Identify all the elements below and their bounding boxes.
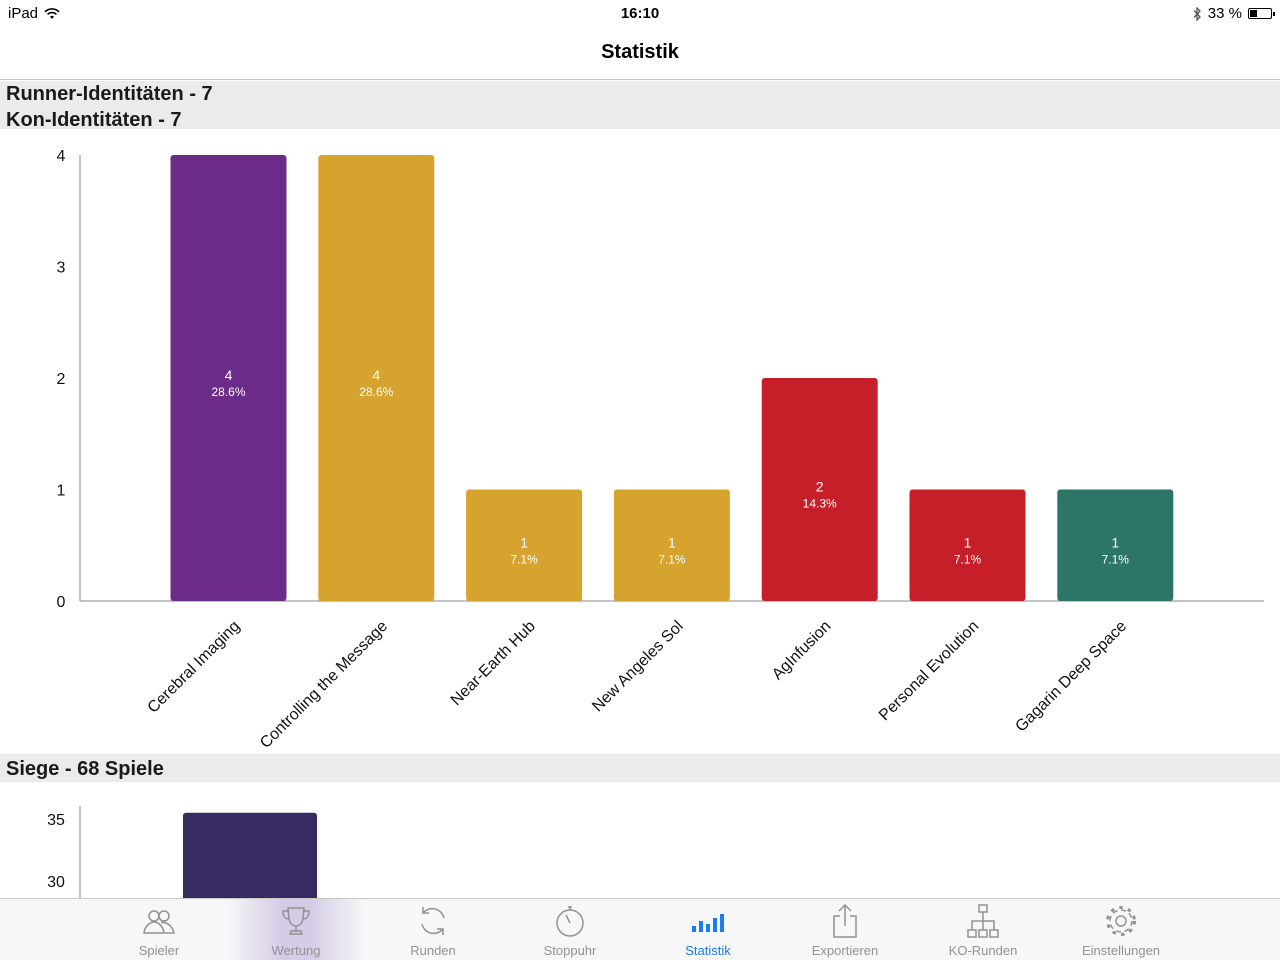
x-tick-label: Cerebral Imaging: [145, 618, 244, 717]
runner-identities-header: Runner-Identitäten - 7: [6, 83, 213, 105]
y-tick-label: 35: [47, 812, 65, 829]
bar: [761, 378, 878, 601]
bar: [183, 812, 317, 898]
tab-label: Einstellungen: [1081, 943, 1161, 958]
corp-identities-chart: 0 1 2 3 4 4 28.6% Cerebral Imaging 4 28.6% Control…: [57, 148, 1264, 752]
bar-value-label: 4: [225, 367, 233, 383]
bar: [909, 489, 1026, 601]
tab-label: Spieler: [138, 943, 180, 958]
tab-exportieren[interactable]: Exportieren: [776, 899, 914, 960]
bar-value-label: 1: [964, 534, 972, 550]
y-tick-label: 4: [57, 148, 66, 165]
tab-bar: Spieler Wertung Runden Stoppuhr: [0, 898, 1280, 960]
status-bar: iPad 16:10 33 %: [0, 0, 1280, 26]
status-right: 33 %: [1192, 5, 1275, 22]
bar-percent-label: 7.1%: [658, 552, 686, 566]
identities-header: Runner-Identitäten - 7 Kon-Identitäten -…: [0, 81, 1280, 131]
x-tick-label: New Angeles Sol: [589, 618, 687, 716]
battery-fill: [1250, 10, 1257, 17]
y-tick-label: 0: [57, 594, 66, 611]
bar-value-label: 1: [1111, 534, 1119, 550]
x-tick-label: Gagarin Deep Space: [1012, 618, 1130, 736]
tab-ko-runden[interactable]: KO-Runden: [914, 899, 1052, 960]
players-icon: [143, 910, 175, 934]
bar-percent-label: 7.1%: [954, 552, 982, 566]
bar-value-label: 4: [372, 367, 380, 383]
tab-wertung[interactable]: Wertung: [227, 899, 365, 960]
bar: [466, 489, 583, 601]
refresh-icon: [421, 907, 445, 935]
tab-label: KO-Runden: [948, 943, 1018, 958]
device-name: iPad: [8, 5, 39, 22]
stopwatch-icon: [556, 906, 584, 937]
page-title: Statistik: [601, 41, 679, 63]
wins-header-label: Siege - 68 Spiele: [6, 758, 164, 780]
bar: [1057, 489, 1174, 601]
status-time: 16:10: [620, 5, 660, 22]
wins-header: Siege - 68 Spiele: [0, 754, 1280, 782]
tab-label: Exportieren: [811, 943, 879, 958]
bar-chart-icon: [692, 914, 724, 932]
tab-statistik[interactable]: Statistik: [639, 899, 777, 960]
bar-value-label: 1: [520, 534, 528, 550]
bar: [613, 489, 730, 601]
bluetooth-icon: [1193, 6, 1201, 21]
gear-icon: [1106, 906, 1136, 936]
tab-label: Stoppuhr: [543, 943, 597, 958]
y-tick-label: 30: [47, 874, 65, 891]
tab-spieler[interactable]: Spieler: [90, 899, 228, 960]
bar-percent-label: 28.6%: [211, 385, 245, 399]
battery-icon: [1248, 8, 1275, 19]
y-tick-label: 2: [57, 371, 66, 388]
tab-label: Runden: [410, 943, 456, 958]
battery-text: 33 %: [1207, 5, 1242, 22]
navigation-bar: Statistik: [0, 26, 1280, 80]
x-tick-label: Controlling the Message: [257, 618, 391, 752]
y-tick-label: 1: [57, 483, 66, 500]
x-tick-label: Personal Evolution: [876, 618, 982, 724]
tab-stoppuhr[interactable]: Stoppuhr: [501, 899, 639, 960]
tab-label: Wertung: [271, 943, 321, 958]
tab-runden[interactable]: Runden: [364, 899, 502, 960]
y-tick-label: 3: [57, 260, 66, 277]
wifi-icon: [44, 7, 60, 19]
x-tick-label: Near-Earth Hub: [448, 618, 539, 709]
status-left: iPad: [8, 5, 60, 22]
wins-chart: 35 30: [47, 806, 317, 898]
bracket-icon: [967, 904, 999, 938]
bar-percent-label: 7.1%: [1102, 552, 1130, 566]
share-icon: [833, 903, 857, 938]
x-tick-label: AgInfusion: [769, 618, 834, 683]
trophy-icon: [282, 907, 310, 935]
bar-value-label: 2: [816, 479, 824, 495]
bar-value-label: 1: [668, 534, 676, 550]
bar-percent-label: 7.1%: [510, 552, 538, 566]
bar-percent-label: 28.6%: [359, 385, 393, 399]
tab-einstellungen[interactable]: Einstellungen: [1052, 899, 1190, 960]
bar: [318, 155, 435, 601]
bar-percent-label: 14.3%: [803, 497, 837, 511]
tab-label: Statistik: [685, 943, 731, 958]
bar: [170, 155, 287, 601]
corp-identities-header: Kon-Identitäten - 7: [6, 109, 182, 131]
